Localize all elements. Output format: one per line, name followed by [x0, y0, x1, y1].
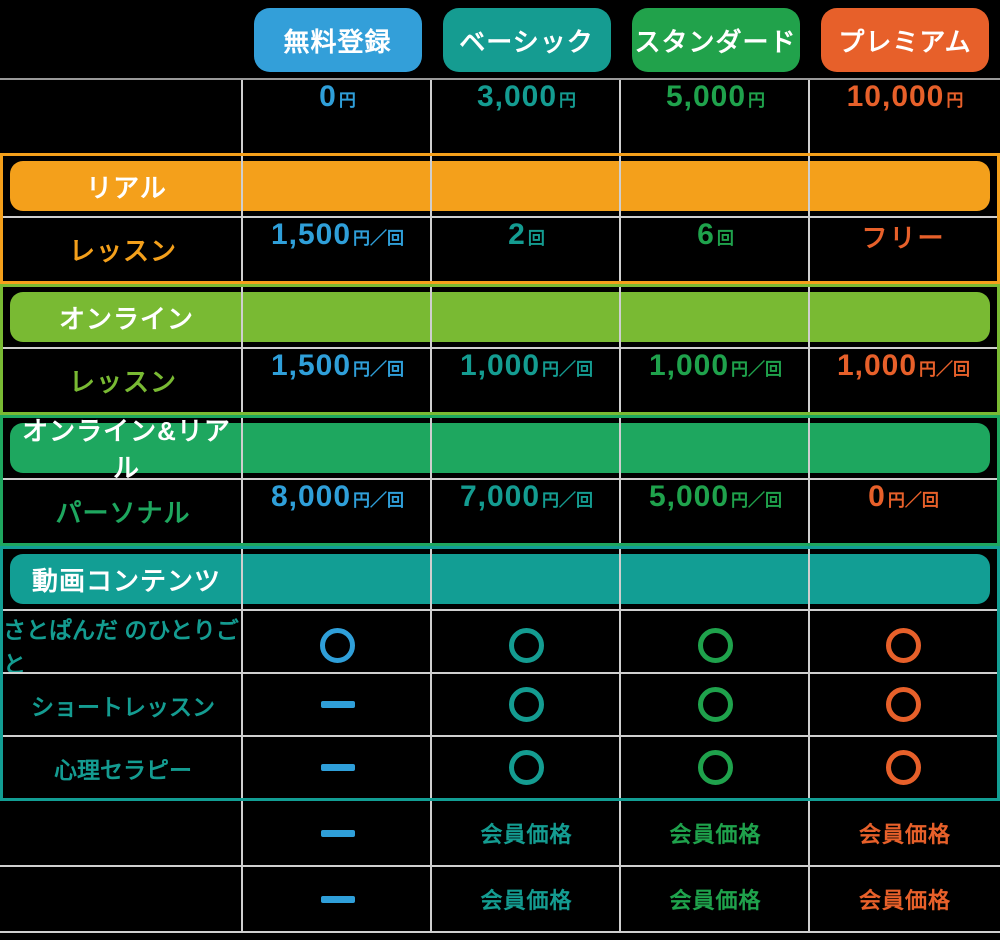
included-circle-icon	[509, 750, 544, 785]
included-circle-icon	[320, 627, 355, 663]
cell-mark	[432, 611, 621, 679]
cell-mark	[243, 611, 432, 679]
cell-value: 1,000 円／回	[836, 349, 971, 382]
cell-value: 会員価格	[858, 822, 951, 847]
row-label	[0, 867, 243, 931]
included-circle-icon	[886, 627, 921, 663]
not-included-dash-icon	[320, 895, 355, 903]
plan-tab-premium[interactable]: プレミアム	[821, 8, 989, 72]
row-label: 心理セラピー	[54, 756, 192, 783]
cell-mark	[810, 611, 997, 679]
plan-tab-basic[interactable]: ベーシック	[442, 8, 611, 72]
row-label: レッスン	[68, 367, 177, 397]
cell-value: 1,000 円／回	[459, 349, 594, 382]
plan-label: スタンダード	[634, 26, 797, 57]
row-label: パーソナル	[55, 498, 191, 528]
table-row: ショートレッスン	[3, 672, 997, 735]
section-title: 動画コンテンツ	[31, 565, 221, 596]
row-label: さとぱんだ のひとりごと	[3, 617, 239, 677]
table-row: 会員価格 会員価格 会員価格	[0, 801, 1000, 867]
cell-value: 会員価格	[669, 822, 762, 847]
cell-value: 1,500 円／回	[270, 349, 405, 382]
cell-value: フリー	[861, 223, 946, 253]
cell-mark	[243, 867, 432, 931]
included-circle-icon	[698, 627, 733, 663]
price-premium: 10,000 円	[846, 80, 964, 113]
section-real-band: リアル	[10, 161, 990, 211]
section-online-band: オンライン	[10, 292, 990, 342]
corner-cell	[0, 8, 243, 72]
cell-mark	[243, 674, 432, 735]
included-circle-icon	[698, 687, 733, 722]
section-video: 動画コンテンツ さとぱんだ のひとりごと ショートレッスン 心理セラピー	[0, 546, 1000, 801]
member-price-rows: 会員価格 会員価格 会員価格 会員価格 会員価格 会員価格	[0, 801, 1000, 933]
cell-mark	[621, 674, 810, 735]
table-row: パーソナル 8,000 円／回 7,000 円／回 5,000 円／回 0 円／回	[3, 478, 997, 543]
cell-value: 会員価格	[480, 888, 573, 913]
row-label	[0, 801, 243, 865]
table-row: レッスン 1,500 円／回 1,000 円／回 1,000 円／回 1,000 円／回	[3, 347, 997, 412]
price-basic: 3,000 円	[476, 80, 577, 113]
cell-value: 会員価格	[480, 822, 573, 847]
table-row: 会員価格 会員価格 会員価格	[0, 867, 1000, 933]
cell-mark	[621, 737, 810, 798]
plan-tab-free[interactable]: 無料登録	[253, 8, 422, 72]
table-row: 心理セラピー	[3, 735, 997, 798]
plan-label: ベーシック	[459, 26, 594, 57]
cell-value: 会員価格	[858, 888, 951, 913]
section-online: オンライン レッスン 1,500 円／回 1,000 円／回 1,000 円／回 1,…	[0, 284, 1000, 415]
cell-mark	[810, 674, 997, 735]
cell-value: 7,000 円／回	[459, 480, 594, 513]
plan-label: プレミアム	[838, 26, 972, 57]
included-circle-icon	[698, 750, 733, 785]
included-circle-icon	[509, 627, 544, 663]
cell-value: 0 円／回	[868, 480, 939, 513]
cell-mark	[432, 674, 621, 735]
section-video-band: 動画コンテンツ	[10, 554, 990, 604]
cell-value: 5,000 円／回	[648, 480, 783, 513]
cell-mark	[243, 801, 432, 865]
included-circle-icon	[509, 687, 544, 722]
section-online-real: オンライン&リアル パーソナル 8,000 円／回 7,000 円／回 5,000 円…	[0, 415, 1000, 546]
cell-mark	[810, 737, 997, 798]
plan-label: 無料登録	[283, 26, 392, 57]
cell-value: 1,000 円／回	[648, 349, 783, 382]
table-row: さとぱんだ のひとりごと	[3, 609, 997, 677]
section-title: オンライン	[58, 303, 194, 334]
cell-value: 1,500 円／回	[270, 218, 405, 251]
row-label: レッスン	[68, 236, 177, 266]
section-title: リアル	[86, 172, 167, 203]
plan-tab-standard[interactable]: スタンダード	[631, 8, 800, 72]
price-standard: 5,000 円	[665, 80, 766, 113]
section-online-real-band: オンライン&リアル	[10, 416, 990, 483]
cell-mark	[621, 611, 810, 679]
not-included-dash-icon	[320, 701, 355, 708]
cell-mark	[243, 737, 432, 798]
included-circle-icon	[886, 750, 921, 785]
price-row-label	[0, 80, 243, 153]
cell-value: 8,000 円／回	[270, 480, 405, 513]
included-circle-icon	[886, 687, 921, 722]
row-label: ショートレッスン	[31, 693, 215, 720]
cell-mark	[432, 737, 621, 798]
plan-header-row: 無料登録 ベーシック スタンダード プレミアム	[0, 8, 1000, 72]
cell-value: 会員価格	[669, 888, 762, 913]
not-included-dash-icon	[320, 829, 355, 837]
header-divider	[0, 78, 1000, 80]
section-title: オンライン&リアル	[22, 416, 231, 483]
not-included-dash-icon	[320, 764, 355, 771]
